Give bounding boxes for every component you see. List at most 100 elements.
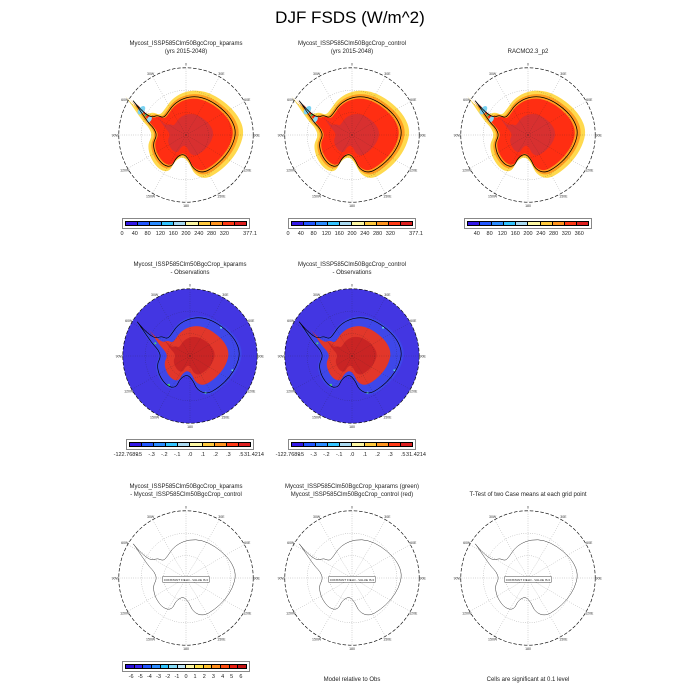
svg-text:180: 180 xyxy=(525,647,531,651)
svg-text:90W: 90W xyxy=(112,576,120,580)
panel-fsds-control: Mycost_ISSP585Clm50BgcCrop_control (yrs … xyxy=(266,40,438,239)
map-antarctica-fsds-control: 0 30E 60E 90E 120E 150E 180 150W 120W 90W 60W 30W xyxy=(277,60,427,210)
svg-text:150W: 150W xyxy=(312,195,322,199)
colorbar-case-difference: -6 -5 -4 -3 -2 -1 0 1 2 3 4 5 6 xyxy=(100,661,272,682)
svg-text:30W: 30W xyxy=(313,293,321,297)
svg-text:180: 180 xyxy=(183,204,189,208)
svg-text:90E: 90E xyxy=(596,576,603,580)
svg-text:120W: 120W xyxy=(462,612,472,616)
svg-text:150E: 150E xyxy=(217,638,226,642)
svg-text:60E: 60E xyxy=(410,319,417,323)
svg-text:90E: 90E xyxy=(254,133,261,137)
panel-title-line1: Mycost_ISSP585Clm50BgcCrop_kparams xyxy=(129,484,243,490)
map-antarctica-fsds-kparams: 0 30E 60E 90E 120E 150E 180 150W 120W 90W 60W 30W xyxy=(111,60,261,210)
svg-text:150E: 150E xyxy=(559,638,568,642)
panel-fsds-kparams: Mycost_ISSP585Clm50BgcCrop_kparams (yrs … xyxy=(100,40,272,239)
panel-case-difference: Mycost_ISSP585Clm50BgcCrop_kparams - Myc… xyxy=(100,483,272,682)
caption-cells-significant: Cells are significant at 0.1 level xyxy=(486,677,570,683)
svg-text:150W: 150W xyxy=(146,195,156,199)
svg-text:150E: 150E xyxy=(383,195,392,199)
svg-text:180: 180 xyxy=(349,647,355,651)
svg-text:0: 0 xyxy=(351,284,353,288)
panel-title-line1: Mycost_ISSP585Clm50BgcCrop_kparams xyxy=(133,262,247,268)
panel-title-line2: - Observations xyxy=(170,270,210,276)
svg-text:CONSTANT FIELD - VALUE IS 0: CONSTANT FIELD - VALUE IS 0 xyxy=(330,578,375,582)
svg-text:60W: 60W xyxy=(121,541,129,545)
svg-text:30E: 30E xyxy=(384,72,391,76)
svg-text:120E: 120E xyxy=(409,612,418,616)
svg-text:90W: 90W xyxy=(278,133,286,137)
panel-title-line1: Mycost_ISSP585Clm50BgcCrop_kparams xyxy=(129,41,243,47)
figure-title: DJF FSDS (W/m^2) xyxy=(275,8,425,27)
svg-text:90W: 90W xyxy=(454,576,462,580)
svg-text:90W: 90W xyxy=(278,354,286,358)
colorbar-racmo: 40 80 120 160 200 240 280 320 360 xyxy=(442,218,614,239)
svg-text:0: 0 xyxy=(351,506,353,510)
svg-text:0: 0 xyxy=(189,284,191,288)
svg-text:180: 180 xyxy=(183,647,189,651)
svg-text:60W: 60W xyxy=(463,541,471,545)
svg-text:120E: 120E xyxy=(585,169,594,173)
panel-title-line2: RACMO2.3_p2 xyxy=(507,49,549,55)
colorbar-bias-kparams: -122.7689 -.5 -.3 -.2 -.1.0.1.2.3.5 31.4214 xyxy=(104,439,276,460)
svg-text:30E: 30E xyxy=(218,515,225,519)
panel-title-line1 xyxy=(442,40,614,48)
svg-text:0: 0 xyxy=(351,63,353,67)
svg-text:30E: 30E xyxy=(560,515,567,519)
svg-text:30E: 30E xyxy=(222,293,229,297)
svg-text:120W: 120W xyxy=(124,390,134,394)
svg-text:90E: 90E xyxy=(420,354,427,358)
svg-text:60W: 60W xyxy=(287,98,295,102)
svg-text:60E: 60E xyxy=(586,541,593,545)
svg-text:120W: 120W xyxy=(120,169,130,173)
svg-text:120W: 120W xyxy=(120,612,130,616)
svg-text:150E: 150E xyxy=(383,638,392,642)
svg-text:90W: 90W xyxy=(112,133,120,137)
svg-text:90E: 90E xyxy=(596,133,603,137)
colorbar-fsds-control: 0 40 80 120 160 200 240 280 320 377.1 xyxy=(266,218,438,239)
panel-title-line2: (yrs 2015-2048) xyxy=(330,49,374,55)
svg-text:60E: 60E xyxy=(244,541,251,545)
svg-text:90E: 90E xyxy=(420,133,427,137)
svg-text:60E: 60E xyxy=(410,541,417,545)
panel-model-vs-obs: Mycost_ISSP585Clm50BgcCrop_kparams (gree… xyxy=(266,483,438,683)
panel-title-line2: T-Test of two Case means at each grid po… xyxy=(469,492,587,498)
svg-text:CONSTANT FIELD - VALUE IS 0: CONSTANT FIELD - VALUE IS 0 xyxy=(164,578,209,582)
panel-title-line2: - Mycost_ISSP585Clm50BgcCrop_control xyxy=(130,492,242,498)
svg-text:150E: 150E xyxy=(383,416,392,420)
svg-text:CONSTANT FIELD - VALUE IS 0: CONSTANT FIELD - VALUE IS 0 xyxy=(506,578,551,582)
map-antarctica-racmo: 0 30E 60E 90E 120E 150E 180 150W 120W 90W 60W 30W xyxy=(453,60,603,210)
svg-text:30W: 30W xyxy=(489,72,497,76)
panel-title-line1 xyxy=(442,483,614,491)
panel-title-line1: Mycost_ISSP585Clm50BgcCrop_kparams (gree… xyxy=(284,484,420,490)
panel-title-line2: - Observations xyxy=(332,270,372,276)
map-antarctica-bias-kparams: 0 30E 60E 90E 120E 150E 180 150W 120W 90W 60W 30W xyxy=(115,281,265,431)
map-antarctica-case-difference: 0 30E 60E 90E 120E 150E 180 150W 120W 90W 60W 30W CO… xyxy=(111,503,261,653)
svg-text:150W: 150W xyxy=(488,195,498,199)
svg-text:150W: 150W xyxy=(146,638,156,642)
panel-title-line1: Mycost_ISSP585Clm50BgcCrop_control xyxy=(297,262,407,268)
svg-text:30W: 30W xyxy=(147,72,155,76)
svg-text:120E: 120E xyxy=(247,390,256,394)
panel-racmo: RACMO2.3_p2 0 30E 60E 90E 120E 150E 180 150W 120… xyxy=(442,40,614,239)
svg-text:180: 180 xyxy=(187,425,193,429)
svg-text:180: 180 xyxy=(525,204,531,208)
svg-text:150E: 150E xyxy=(559,195,568,199)
svg-text:150W: 150W xyxy=(488,638,498,642)
svg-text:90E: 90E xyxy=(254,576,261,580)
svg-text:30E: 30E xyxy=(384,515,391,519)
panel-ttest: T-Test of two Case means at each grid po… xyxy=(442,483,614,683)
svg-text:60W: 60W xyxy=(287,541,295,545)
svg-text:120W: 120W xyxy=(286,612,296,616)
map-antarctica-model-vs-obs: 0 30E 60E 90E 120E 150E 180 150W 120W 90W 60W 30W CO… xyxy=(277,503,427,653)
panel-bias-control: Mycost_ISSP585Clm50BgcCrop_control - Obs… xyxy=(266,261,438,460)
svg-text:60E: 60E xyxy=(586,98,593,102)
svg-text:60W: 60W xyxy=(125,319,133,323)
svg-text:30E: 30E xyxy=(560,72,567,76)
svg-text:120W: 120W xyxy=(286,169,296,173)
svg-text:60E: 60E xyxy=(410,98,417,102)
svg-text:120E: 120E xyxy=(243,612,252,616)
svg-text:30E: 30E xyxy=(218,72,225,76)
svg-text:30W: 30W xyxy=(489,515,497,519)
